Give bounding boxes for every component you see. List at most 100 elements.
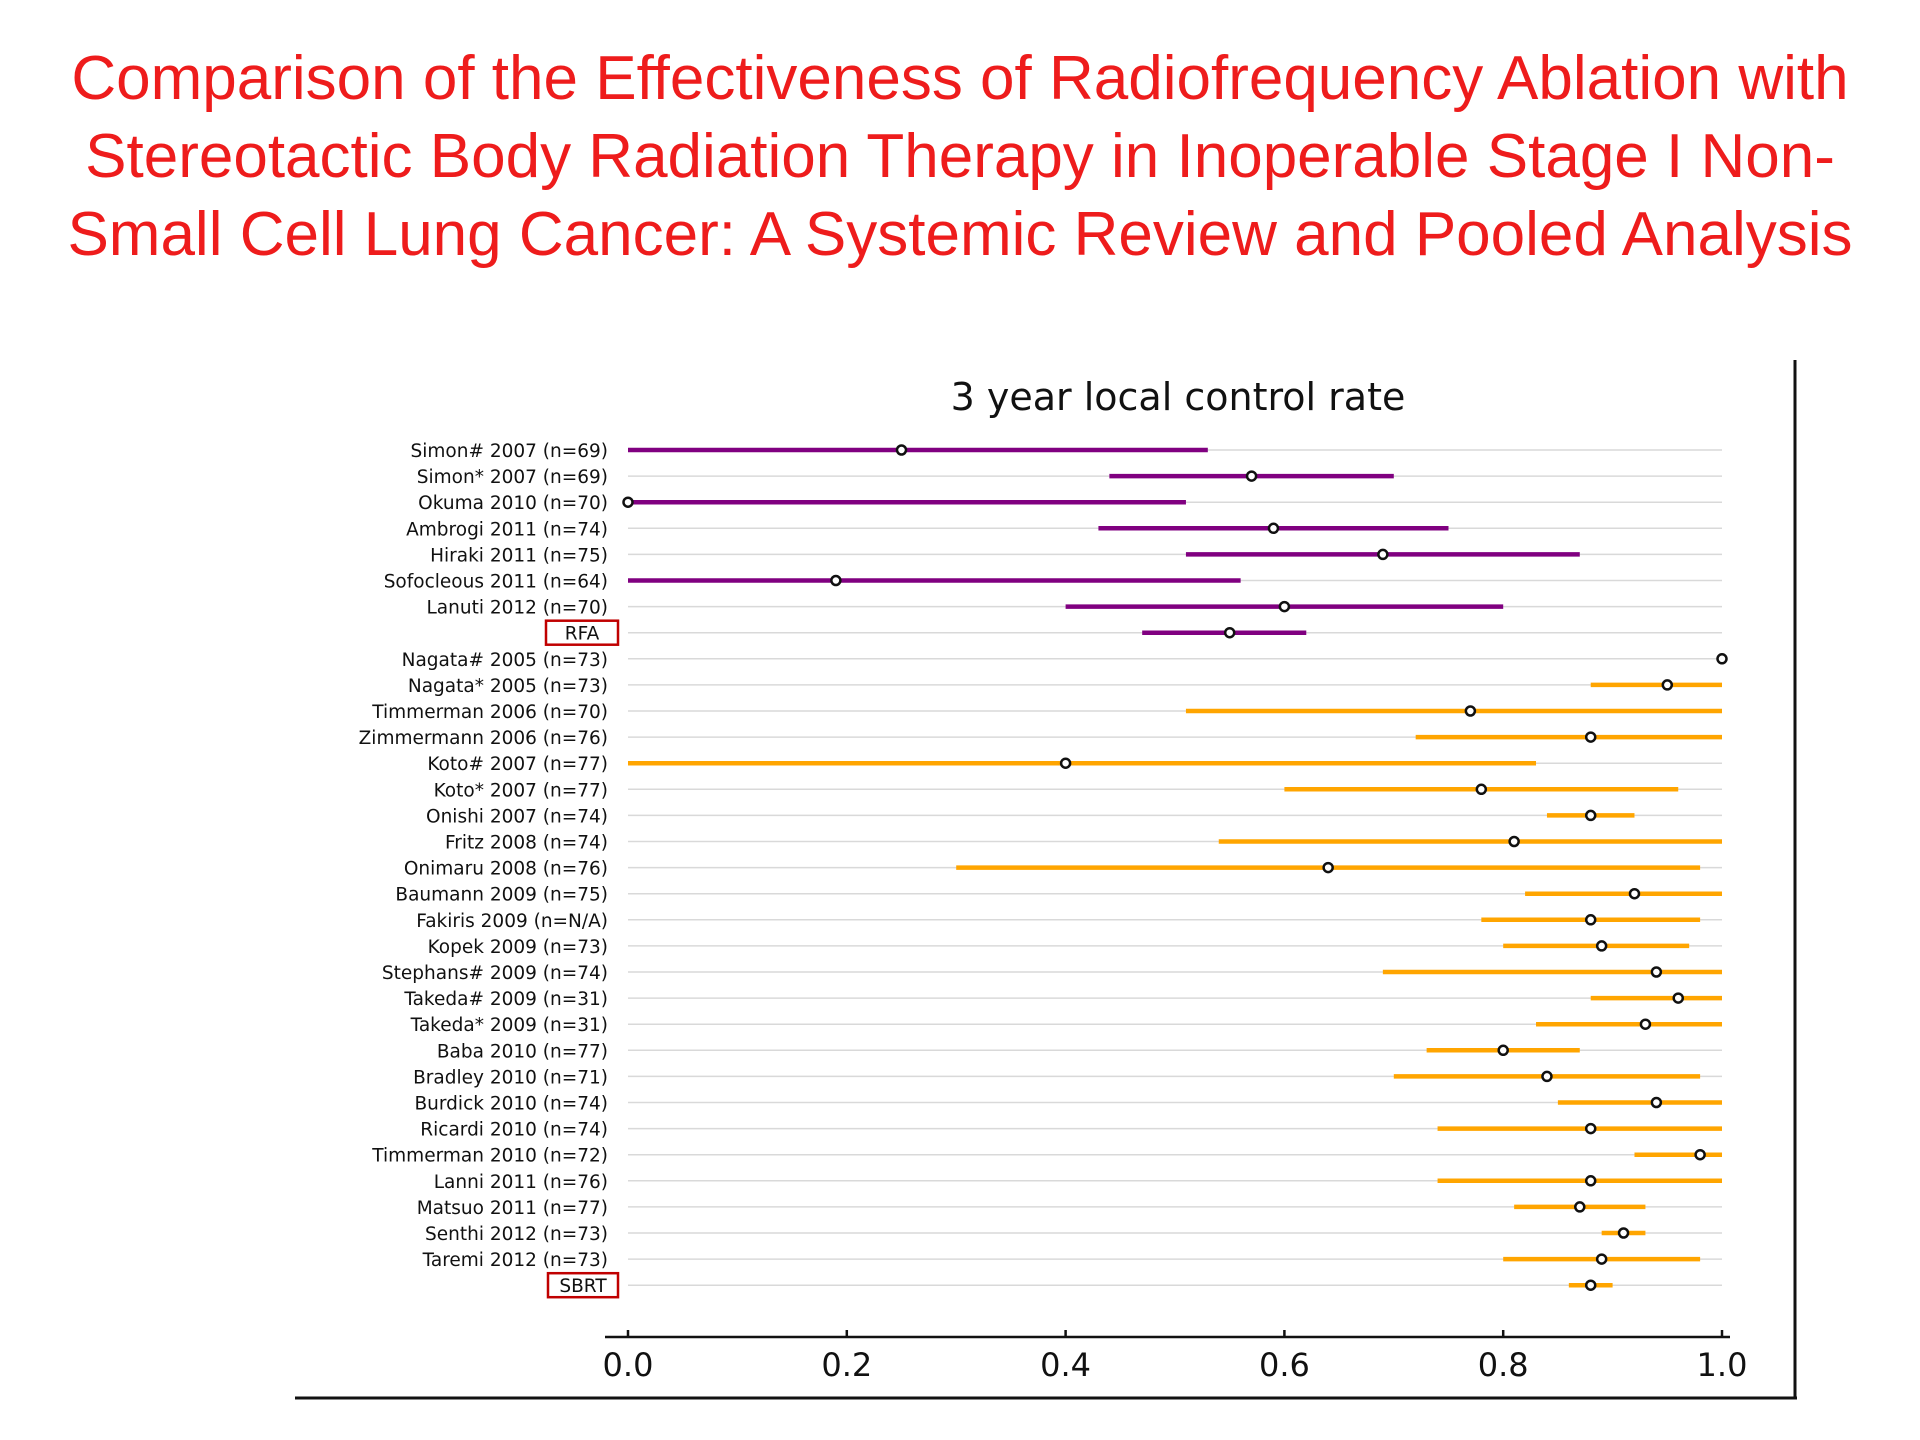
study-row: Stephans# 2009 (n=74)	[382, 963, 1722, 984]
pooled-label: RFA	[565, 624, 600, 645]
study-row: Burdick 2010 (n=74)	[414, 1094, 1722, 1115]
point-estimate	[1584, 731, 1597, 743]
point-estimate	[1661, 679, 1674, 691]
study-row: Nagata* 2005 (n=73)	[408, 676, 1722, 697]
study-label: Burdick 2010 (n=74)	[414, 1094, 608, 1115]
study-label: Senthi 2012 (n=73)	[425, 1224, 608, 1245]
x-tick-label: 0.6	[1259, 1346, 1310, 1384]
study-label: Bradley 2010 (n=71)	[413, 1067, 608, 1088]
slide-title-line-3: Small Cell Lung Cancer: A Systemic Revie…	[67, 200, 1853, 269]
plot-frame	[295, 360, 1797, 1400]
x-axis: 0.0 0.2 0.4 0.6 0.8 1.0	[603, 1330, 1748, 1384]
pooled-label-box	[546, 1271, 620, 1299]
study-label: Koto# 2007 (n=77)	[427, 754, 608, 775]
study-row: Simon# 2007 (n=69)	[411, 441, 1208, 462]
point-estimate	[1694, 1148, 1706, 1161]
study-row: Hiraki 2011 (n=75)	[430, 545, 1580, 566]
point-estimate	[1584, 1175, 1597, 1187]
study-label: Ambrogi 2011 (n=74)	[406, 519, 608, 540]
study-row: Zimmermann 2006 (n=76)	[359, 728, 1722, 749]
study-label: Timmerman 2010 (n=72)	[371, 1146, 608, 1167]
plot-rows: Simon# 2007 (n=69) Simon* 2007 (n=69) Okum…	[359, 441, 1728, 1299]
point-estimate	[1628, 887, 1641, 900]
study-row: Sofocleous 2011 (n=64)	[384, 572, 1241, 593]
study-row: Timmerman 2010 (n=72)	[371, 1146, 1722, 1167]
study-label: Timmerman 2006 (n=70)	[371, 702, 608, 723]
point-estimate	[1223, 626, 1236, 639]
slide-title-line-2: Stereotactic Body Radiation Therapy in I…	[85, 122, 1835, 191]
study-label: Onishi 2007 (n=74)	[426, 806, 608, 827]
study-row: Lanuti 2012 (n=70)	[426, 598, 1504, 619]
pooled-row-rfa: RFA	[544, 619, 1307, 646]
study-row: Takeda# 2009 (n=31)	[403, 989, 1722, 1010]
study-label: Stephans# 2009 (n=74)	[382, 963, 608, 984]
point-estimate	[1377, 548, 1389, 561]
study-row: Takeda* 2009 (n=31)	[410, 1015, 1722, 1036]
study-label: Lanuti 2012 (n=70)	[426, 598, 608, 619]
study-label: Simon* 2007 (n=69)	[417, 467, 608, 488]
x-tick-label: 1.0	[1697, 1346, 1748, 1384]
study-label: Kopek 2009 (n=73)	[428, 937, 608, 958]
point-estimate	[1322, 861, 1334, 874]
point-estimate	[1650, 966, 1663, 978]
study-label: Lanni 2011 (n=76)	[434, 1172, 608, 1193]
study-label: Simon# 2007 (n=69)	[411, 441, 609, 462]
point-estimate	[1508, 835, 1520, 848]
study-label: Koto* 2007 (n=77)	[434, 780, 608, 801]
point-estimate	[1584, 809, 1597, 822]
point-estimate	[1584, 1279, 1597, 1291]
study-label: Baba 2010 (n=77)	[437, 1041, 608, 1062]
study-label: Matsuo 2011 (n=77)	[417, 1198, 608, 1219]
point-estimate	[1059, 757, 1072, 769]
study-label: Takeda* 2009 (n=31)	[410, 1015, 608, 1036]
point-estimate	[1639, 1018, 1652, 1030]
study-row: Matsuo 2011 (n=77)	[417, 1198, 1646, 1219]
study-row: Nagata# 2005 (n=73)	[402, 650, 1728, 671]
x-tick-label: 0.8	[1478, 1346, 1529, 1384]
point-estimate	[622, 496, 634, 508]
study-label: Baumann 2009 (n=75)	[395, 885, 608, 906]
study-label: Fritz 2008 (n=74)	[445, 833, 608, 854]
study-row: Fakiris 2009 (n=N/A)	[416, 911, 1701, 932]
study-row: Ricardi 2010 (n=74)	[420, 1120, 1722, 1141]
study-row: Okuma 2010 (n=70)	[418, 493, 1186, 514]
pooled-label: SBRT	[559, 1276, 607, 1297]
point-estimate	[1267, 522, 1280, 535]
study-label: Fakiris 2009 (n=N/A)	[416, 911, 608, 932]
study-row: Ambrogi 2011 (n=74)	[406, 519, 1449, 540]
study-row: Koto* 2007 (n=77)	[434, 780, 1679, 801]
point-estimate	[1595, 940, 1608, 952]
point-estimate	[1574, 1201, 1586, 1213]
study-row: Taremi 2012 (n=73)	[422, 1250, 1701, 1271]
point-estimate	[1278, 600, 1291, 613]
study-label: Ricardi 2010 (n=74)	[420, 1120, 608, 1141]
point-estimate	[1617, 1227, 1630, 1239]
study-row: Fritz 2008 (n=74)	[445, 833, 1722, 854]
study-row: Baumann 2009 (n=75)	[395, 885, 1722, 906]
point-estimate	[895, 444, 908, 456]
point-estimate	[1584, 1122, 1597, 1135]
slide-title-line-1: Comparison of the Effectiveness of Radio…	[71, 44, 1849, 113]
study-row: Senthi 2012 (n=73)	[425, 1224, 1646, 1245]
study-row: Kopek 2009 (n=73)	[428, 937, 1690, 958]
study-row: Timmerman 2006 (n=70)	[371, 702, 1722, 723]
point-estimate	[1672, 992, 1684, 1004]
point-estimate	[1245, 470, 1258, 482]
point-estimate	[1595, 1253, 1608, 1265]
point-estimate	[1497, 1044, 1509, 1057]
study-row: Bradley 2010 (n=71)	[413, 1067, 1701, 1088]
study-row: Simon* 2007 (n=69)	[417, 467, 1394, 488]
study-label: Zimmermann 2006 (n=76)	[359, 728, 608, 749]
study-label: Nagata# 2005 (n=73)	[402, 650, 608, 671]
study-row: Baba 2010 (n=77)	[437, 1041, 1580, 1062]
point-estimate	[1650, 1096, 1663, 1109]
study-label: Okuma 2010 (n=70)	[418, 493, 608, 514]
point-estimate	[1475, 783, 1488, 796]
slide-title: Comparison of the Effectiveness of Radio…	[0, 40, 1920, 274]
point-estimate	[1541, 1070, 1553, 1083]
study-row: Lanni 2011 (n=76)	[434, 1172, 1722, 1193]
study-row: Onishi 2007 (n=74)	[426, 806, 1635, 827]
point-estimate	[830, 574, 842, 587]
study-label: Takeda# 2009 (n=31)	[403, 989, 608, 1010]
